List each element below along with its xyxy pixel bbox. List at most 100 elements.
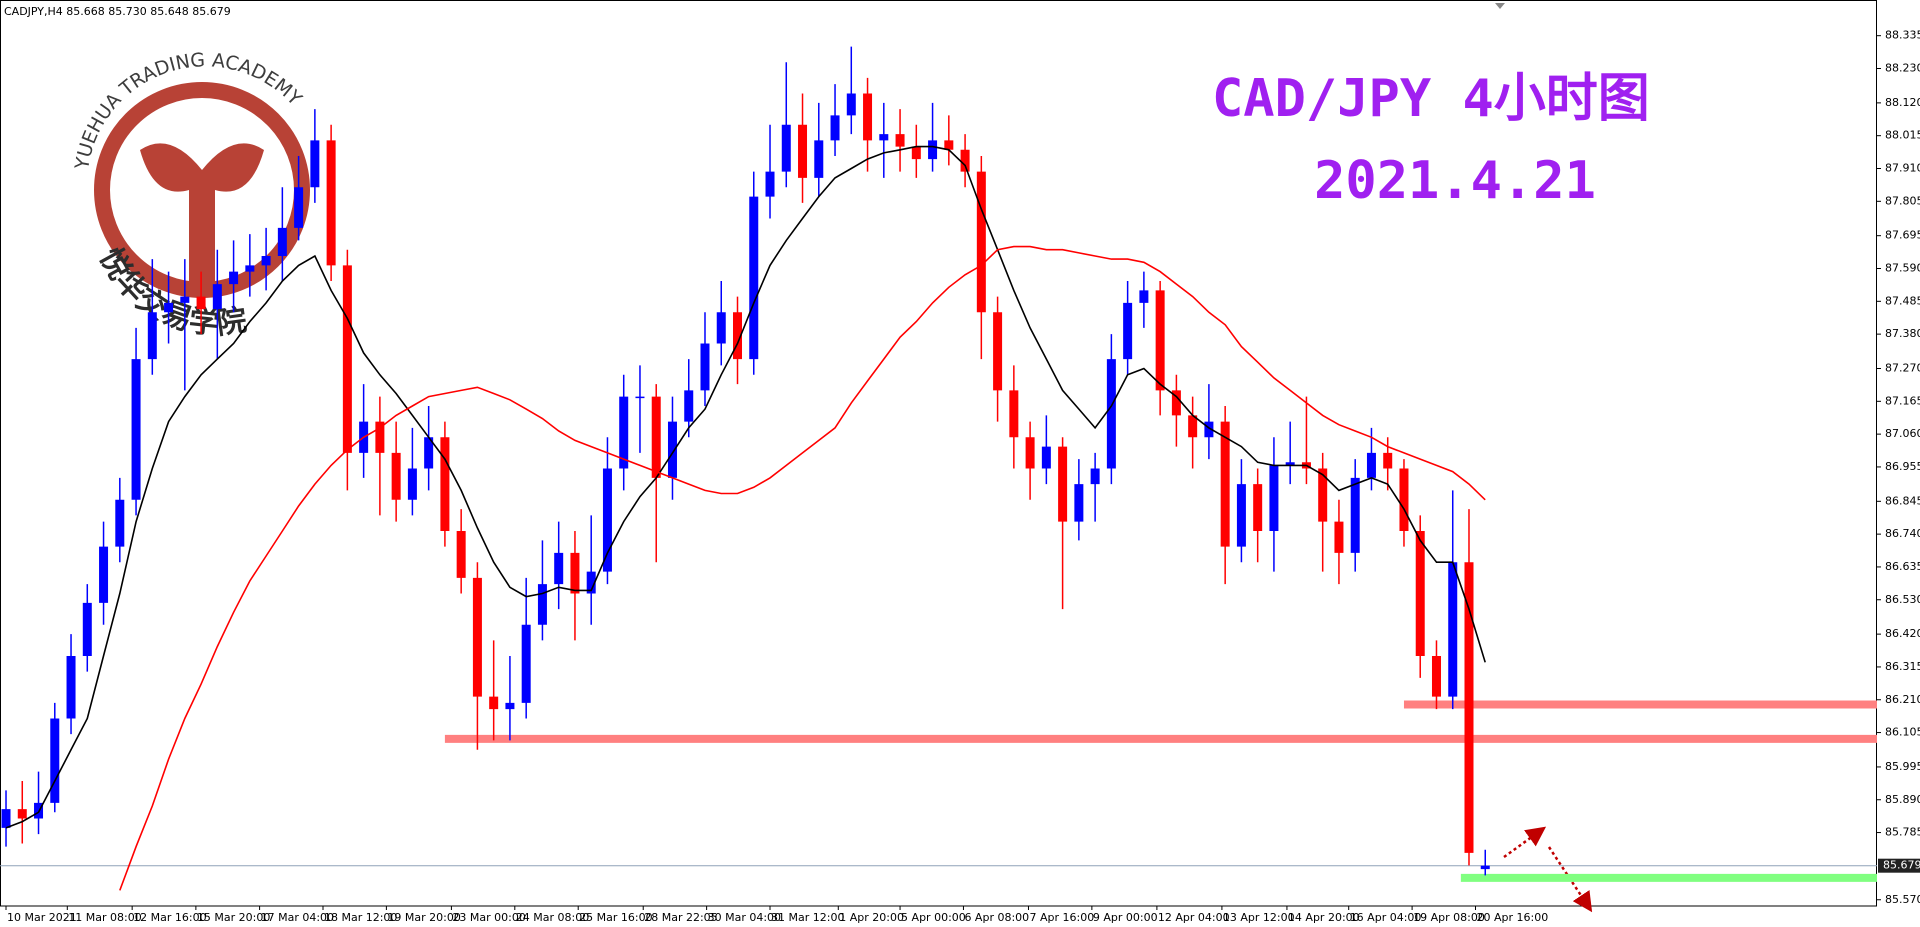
- candle-body: [976, 171, 986, 313]
- candle-body: [196, 296, 206, 310]
- candle-body: [749, 196, 759, 360]
- candle-body: [180, 296, 190, 303]
- candle-body: [830, 115, 840, 141]
- candle-body: [164, 302, 174, 313]
- candle-body: [911, 146, 921, 160]
- chart-title: CAD/JPY 4小时图: [1212, 69, 1650, 129]
- candle-body: [115, 499, 125, 547]
- ma-line: [5, 145, 1486, 829]
- y-tick-label: 87.270: [1885, 362, 1920, 375]
- candle-body: [635, 396, 645, 399]
- candle-body: [846, 93, 856, 116]
- candle-body: [993, 312, 1003, 391]
- candle-body: [229, 271, 239, 285]
- y-tick-label: 86.210: [1885, 693, 1920, 706]
- candle-body: [781, 124, 791, 172]
- candle-body: [50, 718, 60, 803]
- candle-body: [602, 468, 612, 572]
- candle-body: [1350, 477, 1360, 553]
- price-label-box: [1878, 858, 1920, 873]
- y-tick-label: 88.015: [1885, 129, 1920, 142]
- candle-body: [261, 256, 271, 266]
- candle-body: [1155, 290, 1165, 391]
- x-tick-label: 13 Apr 12:00: [1223, 911, 1295, 924]
- x-tick-label: 12 Apr 04:00: [1158, 911, 1230, 924]
- ma-line: [119, 245, 1486, 891]
- x-tick-label: 10 Mar 2021: [7, 911, 77, 924]
- x-tick-label: 24 Mar 08:00: [516, 911, 589, 924]
- candle-body: [1058, 446, 1068, 522]
- candle-body: [1269, 465, 1279, 531]
- candle-body: [1, 809, 11, 828]
- candle-body: [407, 468, 417, 500]
- candle-body: [928, 140, 938, 160]
- candle-body: [798, 124, 808, 178]
- candle-body: [733, 312, 743, 360]
- x-tick-label: 15 Mar 20:00: [197, 911, 270, 924]
- candle-body: [391, 452, 401, 500]
- y-tick-label: 86.105: [1885, 726, 1920, 739]
- y-tick-label: 86.740: [1885, 527, 1920, 540]
- x-tick-label: 23 Mar 00:00: [452, 911, 525, 924]
- candle-body: [1188, 415, 1198, 438]
- candle-body: [570, 552, 580, 594]
- candle-body: [277, 227, 287, 256]
- x-tick-label: 6 Apr 08:00: [964, 911, 1029, 924]
- candle-body: [1139, 290, 1149, 303]
- x-tick-label: 17 Mar 04:00: [261, 911, 334, 924]
- y-tick-label: 85.995: [1885, 760, 1920, 773]
- candle-body: [1318, 468, 1328, 522]
- y-tick-label: 88.120: [1885, 96, 1920, 109]
- candle-body: [944, 140, 954, 150]
- candle-body: [1480, 865, 1490, 870]
- candle-body: [1074, 484, 1084, 522]
- candle-body: [1123, 302, 1133, 360]
- candle-body: [326, 140, 336, 266]
- candle-body: [765, 171, 775, 197]
- candle-body: [375, 421, 385, 453]
- y-tick-label: 86.530: [1885, 593, 1920, 606]
- y-tick-label: 87.910: [1885, 162, 1920, 175]
- candle-body: [1464, 562, 1474, 853]
- candle-body: [1399, 468, 1409, 531]
- candle-body: [863, 93, 873, 141]
- up-arrow: [1503, 826, 1547, 859]
- y-tick-label: 85.570: [1885, 893, 1920, 906]
- candle-body: [342, 265, 352, 453]
- y-tick-label: 87.060: [1885, 427, 1920, 440]
- y-tick-label: 85.890: [1885, 793, 1920, 806]
- candle-body: [651, 396, 661, 478]
- x-tick-label: 7 Apr 16:00: [1029, 911, 1094, 924]
- candle-body: [1448, 562, 1458, 697]
- candle-body: [1106, 359, 1116, 469]
- candle-body: [66, 656, 76, 719]
- plot-area: [0, 46, 1877, 891]
- y-tick-label: 87.590: [1885, 262, 1920, 275]
- plot-frame: [0, 0, 1877, 907]
- x-tick-label: 28 Mar 22:05: [644, 911, 717, 924]
- candle-body: [521, 624, 531, 703]
- candle-body: [310, 140, 320, 188]
- x-tick-label: 18 Mar 12:00: [324, 911, 397, 924]
- candle-body: [440, 437, 450, 531]
- logo-emblem: [140, 143, 264, 285]
- candle-body: [814, 140, 824, 178]
- candle-body: [99, 546, 109, 603]
- candle-body: [960, 149, 970, 172]
- x-tick-label: 14 Apr 20:00: [1288, 911, 1360, 924]
- candle-body: [554, 552, 564, 585]
- price-label: 85.679: [1883, 859, 1920, 872]
- candle-body: [716, 312, 726, 344]
- x-tick-label: 30 Mar 04:00: [708, 911, 781, 924]
- chart-subtitle: 2021.4.21: [1314, 151, 1596, 211]
- candle-body: [1220, 421, 1230, 547]
- y-tick-label: 86.420: [1885, 627, 1920, 640]
- x-tick-label: 1 Apr 20:00: [839, 911, 904, 924]
- candle-body: [1171, 390, 1181, 416]
- y-tick-label: 86.315: [1885, 660, 1920, 673]
- candle-body: [879, 134, 889, 141]
- x-tick-label: 25 Mar 16:00: [579, 911, 652, 924]
